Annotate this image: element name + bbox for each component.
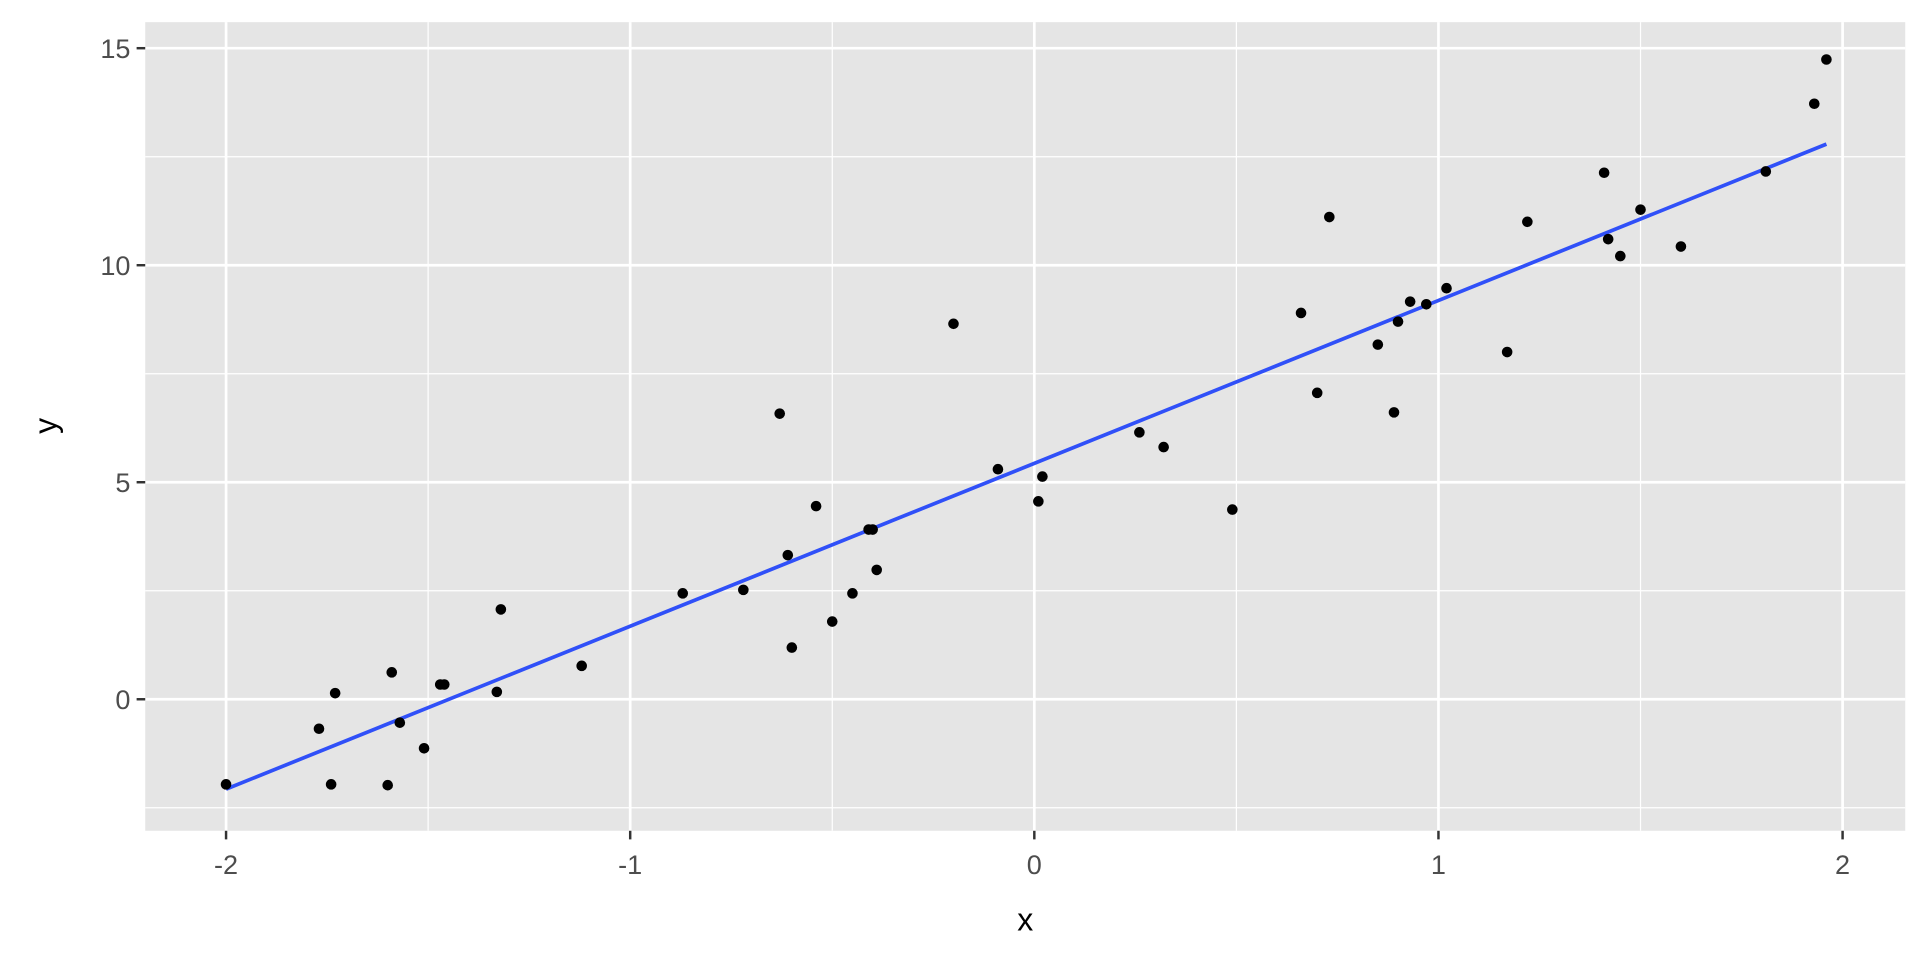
- data-point: [810, 500, 822, 512]
- data-point: [1615, 250, 1626, 262]
- data-point: [871, 564, 883, 576]
- x-tick-label: -2: [214, 849, 238, 880]
- data-point: [1324, 211, 1335, 223]
- data-point: [394, 717, 406, 728]
- regression-line: [225, 142, 1828, 791]
- data-point: [677, 588, 689, 599]
- data-point: [382, 779, 394, 791]
- fit-line-layer: [225, 142, 1828, 791]
- data-point: [1392, 316, 1404, 327]
- data-point: [782, 549, 794, 561]
- data-point: [1441, 282, 1452, 294]
- data-point: [1522, 216, 1533, 228]
- points-layer: [220, 54, 1832, 791]
- x-tick-label: -1: [618, 849, 642, 880]
- data-point: [1295, 307, 1307, 319]
- data-point: [329, 687, 341, 699]
- data-point: [495, 604, 507, 615]
- data-point: [1311, 387, 1323, 399]
- data-point: [1227, 504, 1238, 515]
- data-point: [1635, 204, 1646, 215]
- x-tick-label: 1: [1431, 849, 1446, 880]
- data-point: [1675, 241, 1687, 252]
- data-point: [386, 667, 398, 678]
- data-point: [1372, 339, 1384, 350]
- data-point: [992, 463, 1004, 475]
- data-point: [774, 408, 786, 419]
- data-point: [1388, 407, 1400, 418]
- data-point: [438, 679, 450, 690]
- axes: -2 -1 0 1 2 0 5 10 15: [100, 33, 1850, 880]
- data-point: [786, 642, 798, 653]
- y-tick-label: 0: [115, 684, 130, 715]
- x-tick-label: 2: [1835, 849, 1850, 880]
- data-point: [826, 616, 838, 627]
- y-tick-label: 10: [100, 250, 130, 281]
- data-point: [1809, 98, 1820, 110]
- gridlines: [145, 22, 1906, 831]
- data-point: [1501, 346, 1513, 358]
- data-point: [948, 318, 959, 330]
- data-point: [325, 779, 337, 790]
- data-point: [1821, 54, 1832, 65]
- data-point: [1037, 471, 1048, 482]
- y-axis-title: y: [28, 418, 64, 434]
- data-point: [491, 686, 503, 698]
- data-point: [1033, 496, 1044, 507]
- x-tick-label: 0: [1027, 849, 1042, 880]
- data-point: [1404, 296, 1416, 307]
- data-point: [313, 723, 325, 735]
- x-axis-title: x: [1017, 901, 1033, 937]
- data-point: [867, 524, 878, 535]
- data-point: [1598, 167, 1610, 179]
- plot-panel: [145, 22, 1906, 831]
- data-point: [1134, 427, 1145, 438]
- data-point: [847, 588, 858, 599]
- y-tick-label: 15: [100, 33, 130, 64]
- data-point: [1421, 298, 1432, 310]
- data-point: [1158, 441, 1169, 453]
- data-point: [576, 660, 587, 672]
- data-point: [738, 584, 749, 596]
- data-point: [418, 743, 430, 754]
- data-point: [220, 779, 232, 790]
- data-point: [1602, 233, 1614, 245]
- data-point: [1760, 166, 1772, 177]
- y-tick-label: 5: [115, 467, 130, 498]
